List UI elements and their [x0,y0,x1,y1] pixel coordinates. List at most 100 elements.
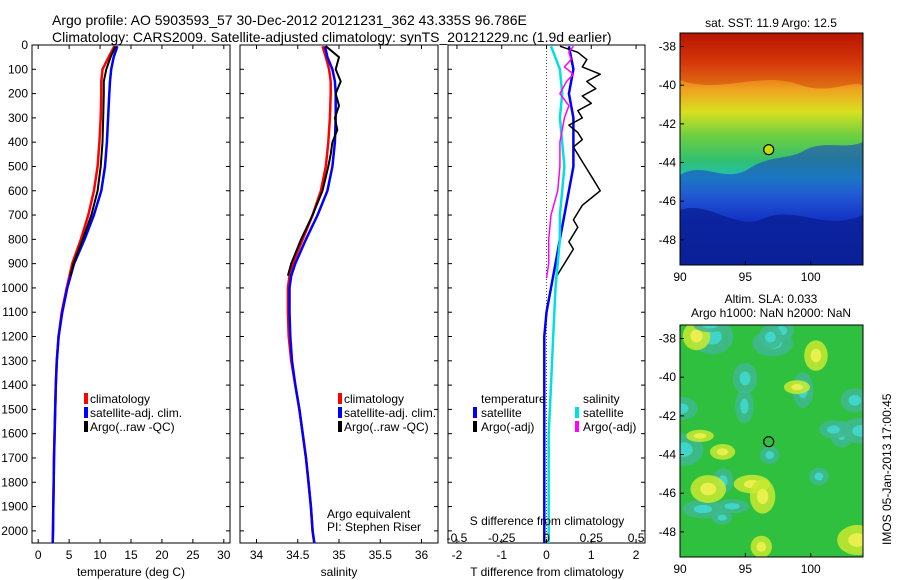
sla-eddy-core [700,482,717,496]
depth-tick-label: 1000 [1,281,28,295]
depth-tick-label: 1500 [1,402,28,416]
map-x-tick-label: 100 [801,270,821,284]
map-y-tick-label: -44 [659,448,677,462]
map-y-tick-label: -42 [659,409,677,423]
sst-map-frame [679,32,864,266]
salinity-legend: climatology satellite-adj. clim. Argo(..… [338,392,436,434]
legend-swatch-climatology [84,393,88,404]
top-tick-label: -0.25 [488,531,516,545]
temperature-axes [31,44,231,544]
map-y-tick-label: -48 [659,525,677,539]
temperature-x-axis: 0 5 10 15 20 25 30 [35,45,231,562]
sla-eddy-core [680,403,689,414]
depth-tick-label: 0 [21,38,28,52]
sla-eddy-core [756,488,769,505]
x-tick-label: -2 [452,548,463,562]
series-line [554,45,601,279]
argo-position-marker [763,144,775,156]
sst-map-panel: sat. SST: 11.9 Argo: 12.5 90 95 100 -38 -40 -… [659,16,864,284]
sla-eddy-core [693,504,713,514]
pi-label: PI: Stephen Riser [327,520,421,534]
legend-label-satellite: satellite-adj. clim. [344,406,436,420]
x-tick-label: 5 [66,548,73,562]
temperature-panel: 0100200300400500600700800900100011001200… [1,38,231,579]
salinity-panel: 34 34.5 35 35.5 36 salinity climatology sate… [239,44,439,579]
x-tick-label: 2 [633,548,640,562]
map-x-tick-label: 95 [739,562,753,576]
map-y-tick-label: -40 [659,78,677,92]
sla-eddy-core [791,384,803,391]
x-tick-label: 25 [186,548,200,562]
series-line [69,45,117,277]
sla-eddy-core [739,371,751,386]
series-line [547,45,566,543]
depth-tick-label: 1900 [1,500,28,514]
legend-swatch-t-satellite [473,407,477,418]
legend-swatch-argo [338,421,342,432]
map-x-tick-label: 95 [739,270,753,284]
x-tick-label: 20 [155,548,169,562]
sst-cold-water [680,208,863,265]
sla-eddy-core [810,348,822,363]
depth-tick-label: 1200 [1,330,28,344]
sla-eddy-core [690,329,703,343]
imos-timestamp: IMOS 05-Jan-2013 17:00:45 [880,393,894,545]
legend-swatch-s-satellite [575,407,579,418]
x-tick-label: 0 [543,548,550,562]
top-tick-label: 0 [543,531,550,545]
sla-eddy-core [756,541,767,552]
legend-swatch-satellite [338,407,342,418]
series-line [286,45,342,277]
x-tick-label: 30 [217,548,231,562]
depth-tick-label: 400 [8,135,28,149]
legend-swatch-t-argo [473,421,477,432]
legend-label-climatology: climatology [344,392,404,406]
top-tick-label: 0.25 [580,531,604,545]
x-tick-label: 34.5 [286,548,310,562]
sla-eddy-core [848,395,862,406]
depth-tick-label: 600 [8,184,28,198]
x-tick-label: 35.5 [369,548,393,562]
salinity-axes [239,44,439,544]
map-x-tick-label: 90 [673,562,687,576]
x-tick-label: 0 [35,548,42,562]
sla-eddy-core [848,533,863,547]
map-y-tick-label: -44 [659,156,677,170]
x-tick-label: 10 [93,548,107,562]
map-y-tick-label: -42 [659,117,677,131]
legend-title-temperature: temperature [481,392,546,406]
top-tick-label: -0.5 [447,531,468,545]
sla-eddies [680,325,863,557]
difference-xlabel: T difference from climatology [470,565,624,579]
difference-legend: temperature salinity satellite Argo(-adj… [473,392,636,434]
temperature-xlabel: temperature (deg C) [77,565,185,579]
legend-label-argo: Argo(..raw -QC) [90,420,175,434]
legend-swatch-s-argo [575,421,579,432]
argo-position-marker [763,436,775,448]
sla-eddy-core [717,514,727,521]
depth-tick-label: 1100 [2,305,28,319]
map-y-tick-label: -40 [659,370,677,384]
temperature-legend: climatology satellite-adj. clim. Argo(..… [84,392,182,434]
difference-x-axis: -2 -1 0 1 2 [452,45,640,562]
legend-title-salinity: salinity [583,392,620,406]
depth-tick-label: 100 [8,62,28,76]
sla-map-title-line2: Argo h1000: NaN h2000: NaN [691,306,851,320]
x-tick-label: 34 [250,548,264,562]
legend-swatch-satellite [84,407,88,418]
temperature-lines [51,45,119,544]
sla-map-axes: 90 95 100 -38 -40 -42 -44 -46 -48 [659,332,821,576]
salinity-diff-ticks: -0.5 -0.25 0 0.25 0.5 [447,531,645,545]
x-tick-label: -1 [496,548,507,562]
legend-label-s-argo: Argo(-adj) [583,420,636,434]
depth-tick-label: 2000 [1,524,28,538]
depth-tick-label: 900 [8,257,28,271]
depth-tick-label: 500 [8,159,28,173]
x-tick-label: 35 [332,548,346,562]
depth-tick-label: 1600 [1,427,28,441]
sla-eddy-core [852,424,863,437]
legend-swatch-climatology [338,393,342,404]
sla-eddy-core [716,448,729,456]
depth-tick-label: 800 [8,232,28,246]
